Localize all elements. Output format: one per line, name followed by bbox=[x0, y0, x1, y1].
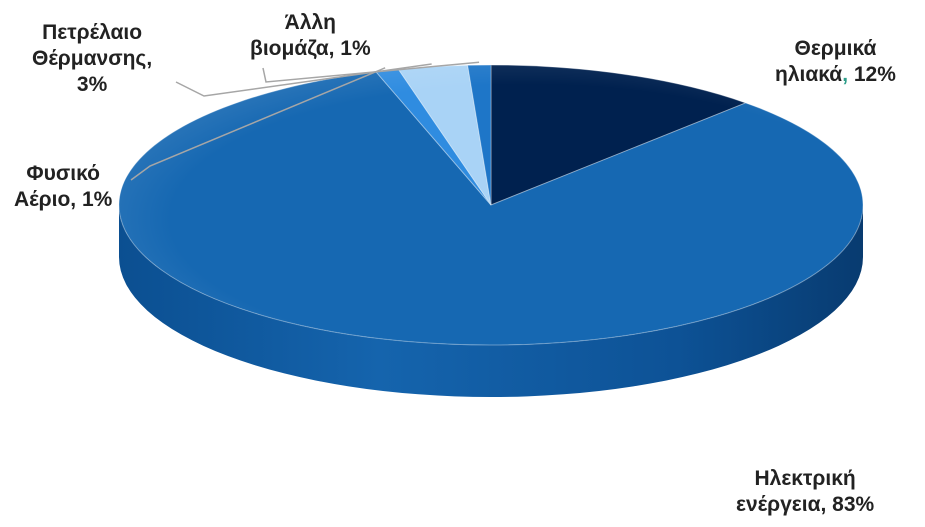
label-other-biomass: Άλλη βιομάζα, 1% bbox=[250, 11, 371, 60]
label-heating-oil: Πετρέλαιο Θέρμανσης, 3% bbox=[32, 21, 153, 96]
pie-top-face bbox=[118, 64, 864, 346]
leader-line-other-biomass bbox=[262, 61, 480, 83]
pie-side-electricity bbox=[119, 205, 863, 397]
leader-line-heating-oil bbox=[175, 63, 432, 97]
label-thermal-solar: Θερμικά ηλιακά, 12% bbox=[775, 37, 896, 86]
label-electricity: Ηλεκτρική ενέργεια, 83% bbox=[736, 467, 875, 516]
label-natural-gas: Φυσικό Αέριο, 1% bbox=[14, 162, 113, 211]
pie-top-highlight bbox=[119, 65, 863, 345]
leader-line-natural-gas bbox=[130, 67, 386, 181]
leader-lines bbox=[130, 61, 480, 181]
pie-side-wall bbox=[119, 205, 863, 397]
